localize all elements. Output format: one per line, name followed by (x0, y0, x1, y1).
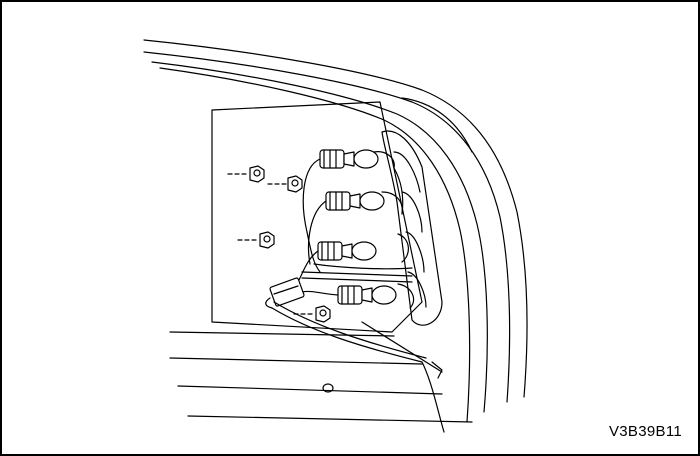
harness-connector (265, 277, 445, 433)
body-contour-lines (143, 39, 528, 423)
nut-middle (237, 231, 275, 249)
trunk-inner-panel (211, 101, 423, 333)
lower-body-lines (169, 331, 473, 423)
nut-top-mid (267, 175, 303, 193)
lamp-housing (381, 130, 443, 326)
nut-top-left (227, 165, 265, 183)
nut-bottom (293, 305, 331, 323)
bulb-socket-3 (317, 233, 409, 263)
bulb-socket-4 (337, 283, 415, 309)
wiring-harness (297, 158, 413, 296)
bulb-socket-2 (325, 191, 403, 215)
bulb-socket-1 (319, 149, 395, 169)
bulb-sockets (317, 149, 415, 309)
mounting-nuts (227, 165, 331, 323)
figure-code: V3B39B11 (608, 423, 682, 440)
